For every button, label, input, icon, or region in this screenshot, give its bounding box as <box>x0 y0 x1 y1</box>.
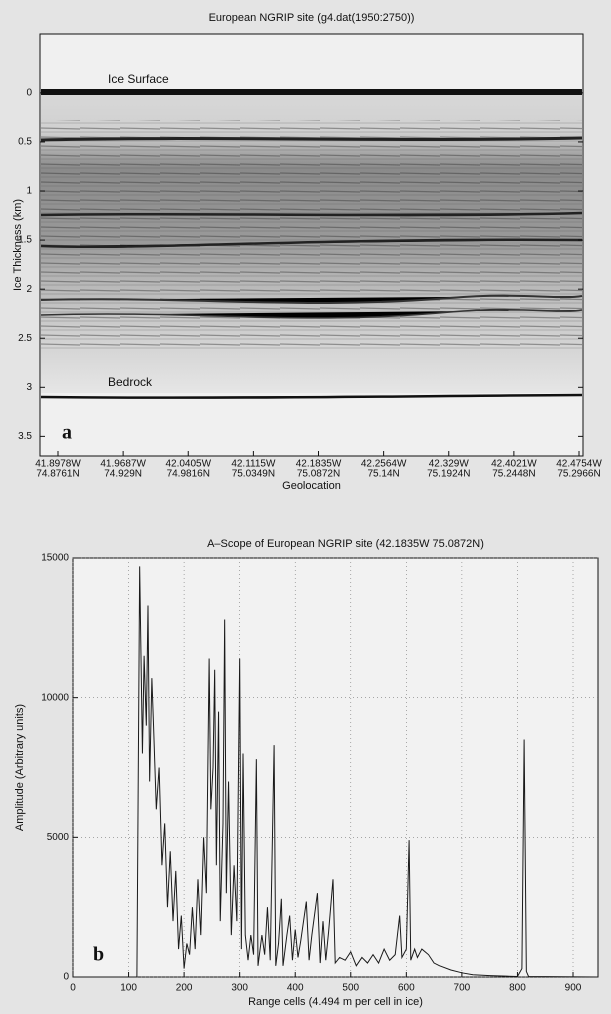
x-tick-label: 42.329W <box>429 459 470 470</box>
plot-frame <box>72 557 599 978</box>
x-tick-label: 700 <box>454 983 471 994</box>
x-tick-label: 74.9816N <box>167 469 210 480</box>
y-tick-label: 10000 <box>41 692 69 703</box>
x-tick-label: 400 <box>287 983 304 994</box>
x-tick-label: 500 <box>342 983 359 994</box>
y-tick-label: 1.5 <box>18 235 32 246</box>
x-tick-label: 41.8978W <box>35 459 81 470</box>
y-axis-label: Ice Thickness (km) <box>12 199 24 291</box>
x-tick-label: 74.929N <box>104 469 142 480</box>
annotation: Ice Surface <box>108 72 169 86</box>
signal-line <box>73 566 599 978</box>
x-tick-label: 200 <box>176 983 193 994</box>
y-tick-label: 3.5 <box>18 431 32 442</box>
x-tick-label: 42.4021W <box>491 459 537 470</box>
chart-title: European NGRIP site (g4.dat(1950:2750)) <box>209 12 415 24</box>
panel-label: a <box>62 422 72 444</box>
y-tick-label: 0 <box>63 972 69 983</box>
x-tick-label: 600 <box>398 983 415 994</box>
x-tick-label: 75.2966N <box>557 469 600 480</box>
radargram-image <box>39 33 584 457</box>
x-axis-label: Geolocation <box>282 480 341 492</box>
y-tick-label: 1 <box>26 186 32 197</box>
x-tick-label: 75.0349N <box>232 469 275 480</box>
x-tick-label: 74.8761N <box>36 469 79 480</box>
x-tick-label: 900 <box>565 983 582 994</box>
x-tick-label: 75.2448N <box>492 469 535 480</box>
x-tick-label: 800 <box>509 983 526 994</box>
panel-label: b <box>93 944 104 966</box>
x-tick-label: 0 <box>70 983 76 994</box>
x-tick-label: 42.4754W <box>556 459 602 470</box>
y-tick-label: 2.5 <box>18 333 32 344</box>
x-tick-label: 42.2564W <box>361 459 407 470</box>
chart-title: A–Scope of European NGRIP site (42.1835W… <box>207 538 484 550</box>
y-tick-label: 15000 <box>41 553 69 564</box>
y-tick-label: 3 <box>26 382 32 393</box>
annotation: Bedrock <box>108 375 153 389</box>
x-tick-label: 300 <box>231 983 248 994</box>
x-tick-label: 75.0872N <box>297 469 340 480</box>
y-tick-label: 5000 <box>47 832 70 843</box>
x-tick-label: 41.9687W <box>100 459 146 470</box>
y-tick-label: 2 <box>26 284 32 295</box>
x-tick-label: 42.1115W <box>231 459 276 470</box>
x-tick-label: 100 <box>120 983 137 994</box>
x-tick-label: 75.14N <box>368 469 400 480</box>
y-tick-label: 0 <box>26 88 32 99</box>
y-tick-label: 0.5 <box>18 137 32 148</box>
x-axis-label: Range cells (4.494 m per cell in ice) <box>248 996 423 1008</box>
x-tick-label: 75.1924N <box>427 469 470 480</box>
y-axis-label: Amplitude (Arbitrary units) <box>14 704 26 831</box>
x-tick-label: 42.1835W <box>296 459 342 470</box>
x-tick-label: 42.0405W <box>165 459 211 470</box>
